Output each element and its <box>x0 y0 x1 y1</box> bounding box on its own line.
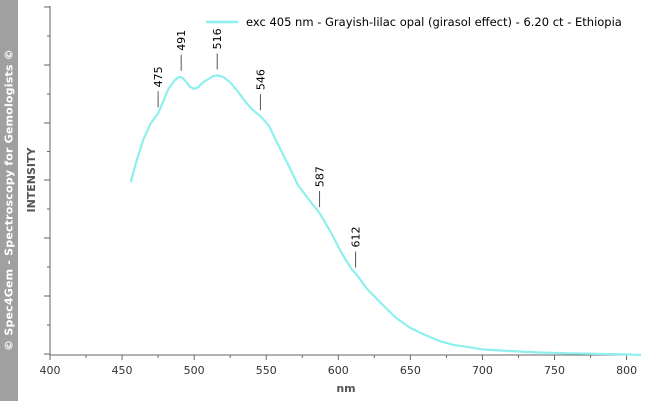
x-tick-label: 600 <box>328 364 349 377</box>
peak-label: 612 <box>350 227 363 248</box>
series-group <box>129 74 642 357</box>
x-axis-label: nm <box>336 382 355 395</box>
x-tick-label: 400 <box>40 364 61 377</box>
x-tick-label: 650 <box>400 364 421 377</box>
x-axis-ticks: 400 450 500 550 600 650 700 750 800 <box>40 355 637 377</box>
x-tick-label: 500 <box>184 364 205 377</box>
watermark-banner: © Spec4Gem - Spectroscopy for Gemologist… <box>0 0 18 401</box>
peak-label: 516 <box>211 28 224 49</box>
series-line <box>129 74 642 357</box>
x-tick-label: 800 <box>616 364 637 377</box>
x-tick-label: 750 <box>544 364 565 377</box>
peak-label: 475 <box>152 66 165 87</box>
axes <box>49 6 641 356</box>
x-tick-label: 450 <box>112 364 133 377</box>
x-tick-label: 700 <box>472 364 493 377</box>
y-axis-ticks <box>44 6 50 355</box>
legend-label: exc 405 nm - Grayish-lilac opal (girasol… <box>246 15 622 29</box>
peak-label: 491 <box>175 30 188 51</box>
peak-label: 587 <box>314 166 327 187</box>
y-axis-label: INTENSITY <box>25 146 38 212</box>
peak-label: 546 <box>254 69 267 90</box>
x-tick-label: 550 <box>256 364 277 377</box>
peak-annotations: 475 491 516 546 587 612 <box>152 28 363 268</box>
legend: exc 405 nm - Grayish-lilac opal (girasol… <box>206 15 622 29</box>
